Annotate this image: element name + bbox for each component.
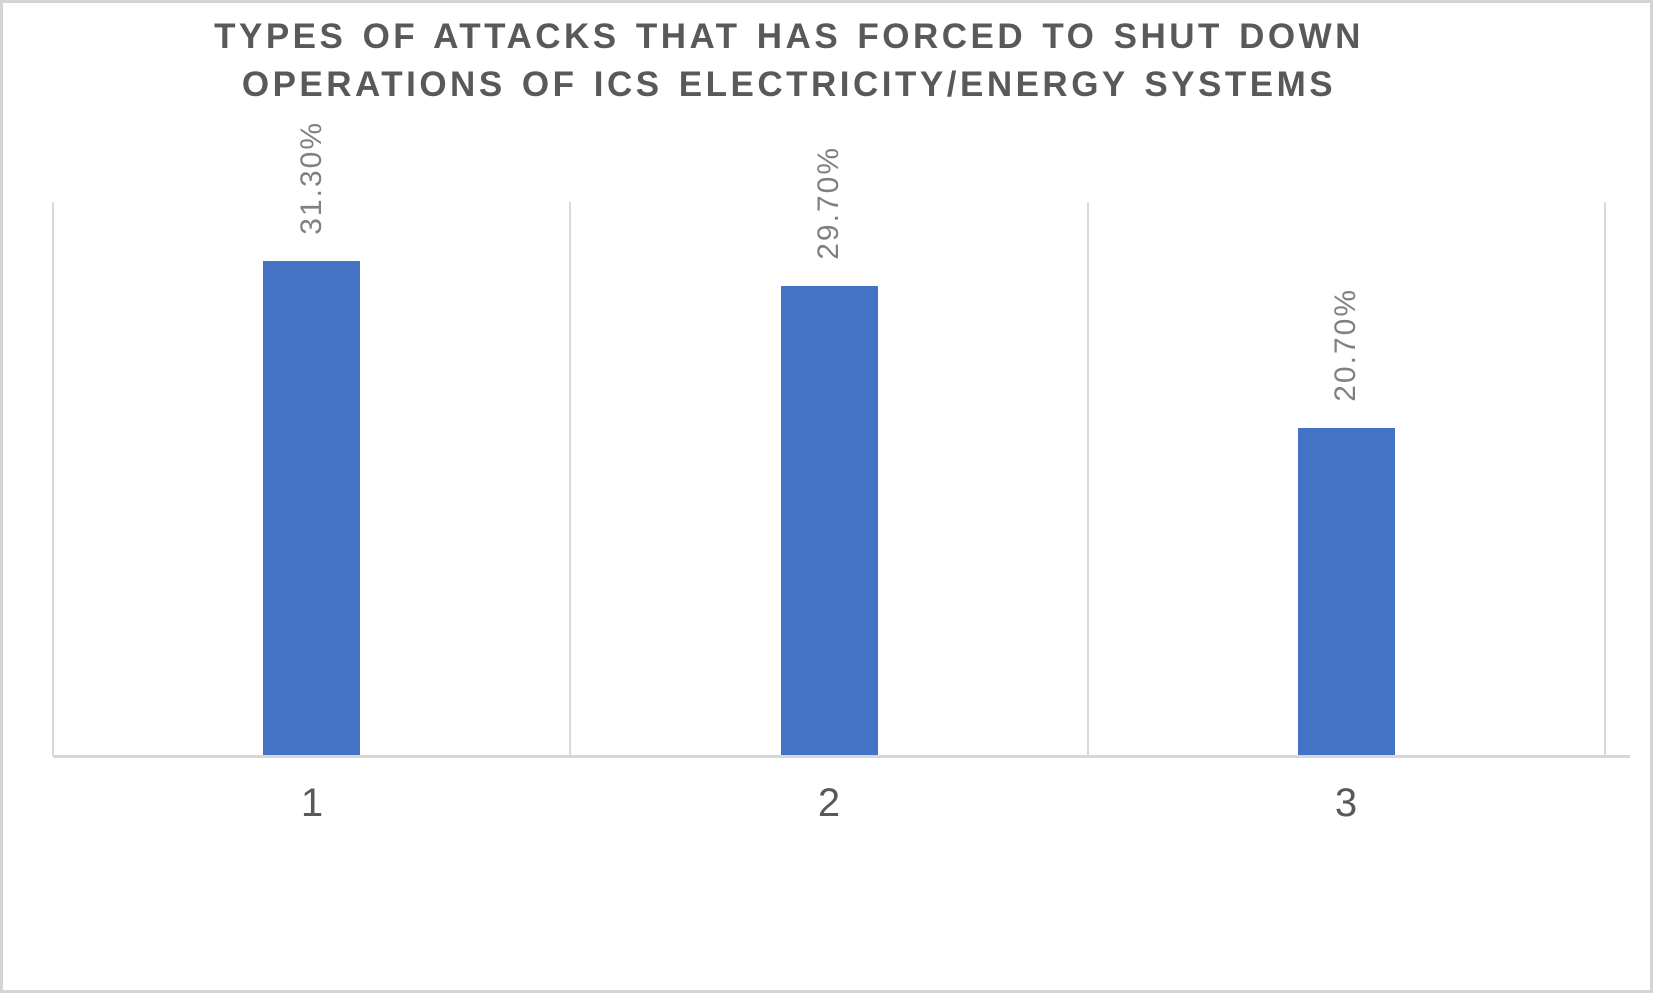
- x-axis-line: [53, 755, 1630, 758]
- vertical-gridline: [1604, 202, 1606, 756]
- x-axis-tick-label: 3: [1334, 781, 1358, 825]
- chart-title-line-1: TYPES OF ATTACKS THAT HAS FORCED TO SHUT…: [214, 17, 1364, 56]
- bar-data-label: 20.70%: [1329, 288, 1362, 402]
- chart-title: TYPES OF ATTACKS THAT HAS FORCED TO SHUT…: [3, 13, 1575, 109]
- vertical-gridline: [52, 202, 54, 756]
- bar-category-2: [781, 286, 878, 756]
- chart-title-line-2: OPERATIONS OF ICS ELECTRICITY/ENERGY SYS…: [241, 65, 1337, 104]
- vertical-gridline: [569, 202, 571, 756]
- bar-category-1: [263, 261, 360, 756]
- bar-data-label: 31.30%: [295, 121, 328, 235]
- plot-area: 31.30% 1 29.70% 2 20.70% 3: [52, 121, 1606, 825]
- vertical-gridline: [1087, 202, 1089, 756]
- x-axis-tick-label: 1: [300, 781, 324, 825]
- x-axis-tick-label: 2: [817, 781, 841, 825]
- bar-category-3: [1298, 428, 1395, 756]
- bar-data-label: 29.70%: [812, 146, 845, 260]
